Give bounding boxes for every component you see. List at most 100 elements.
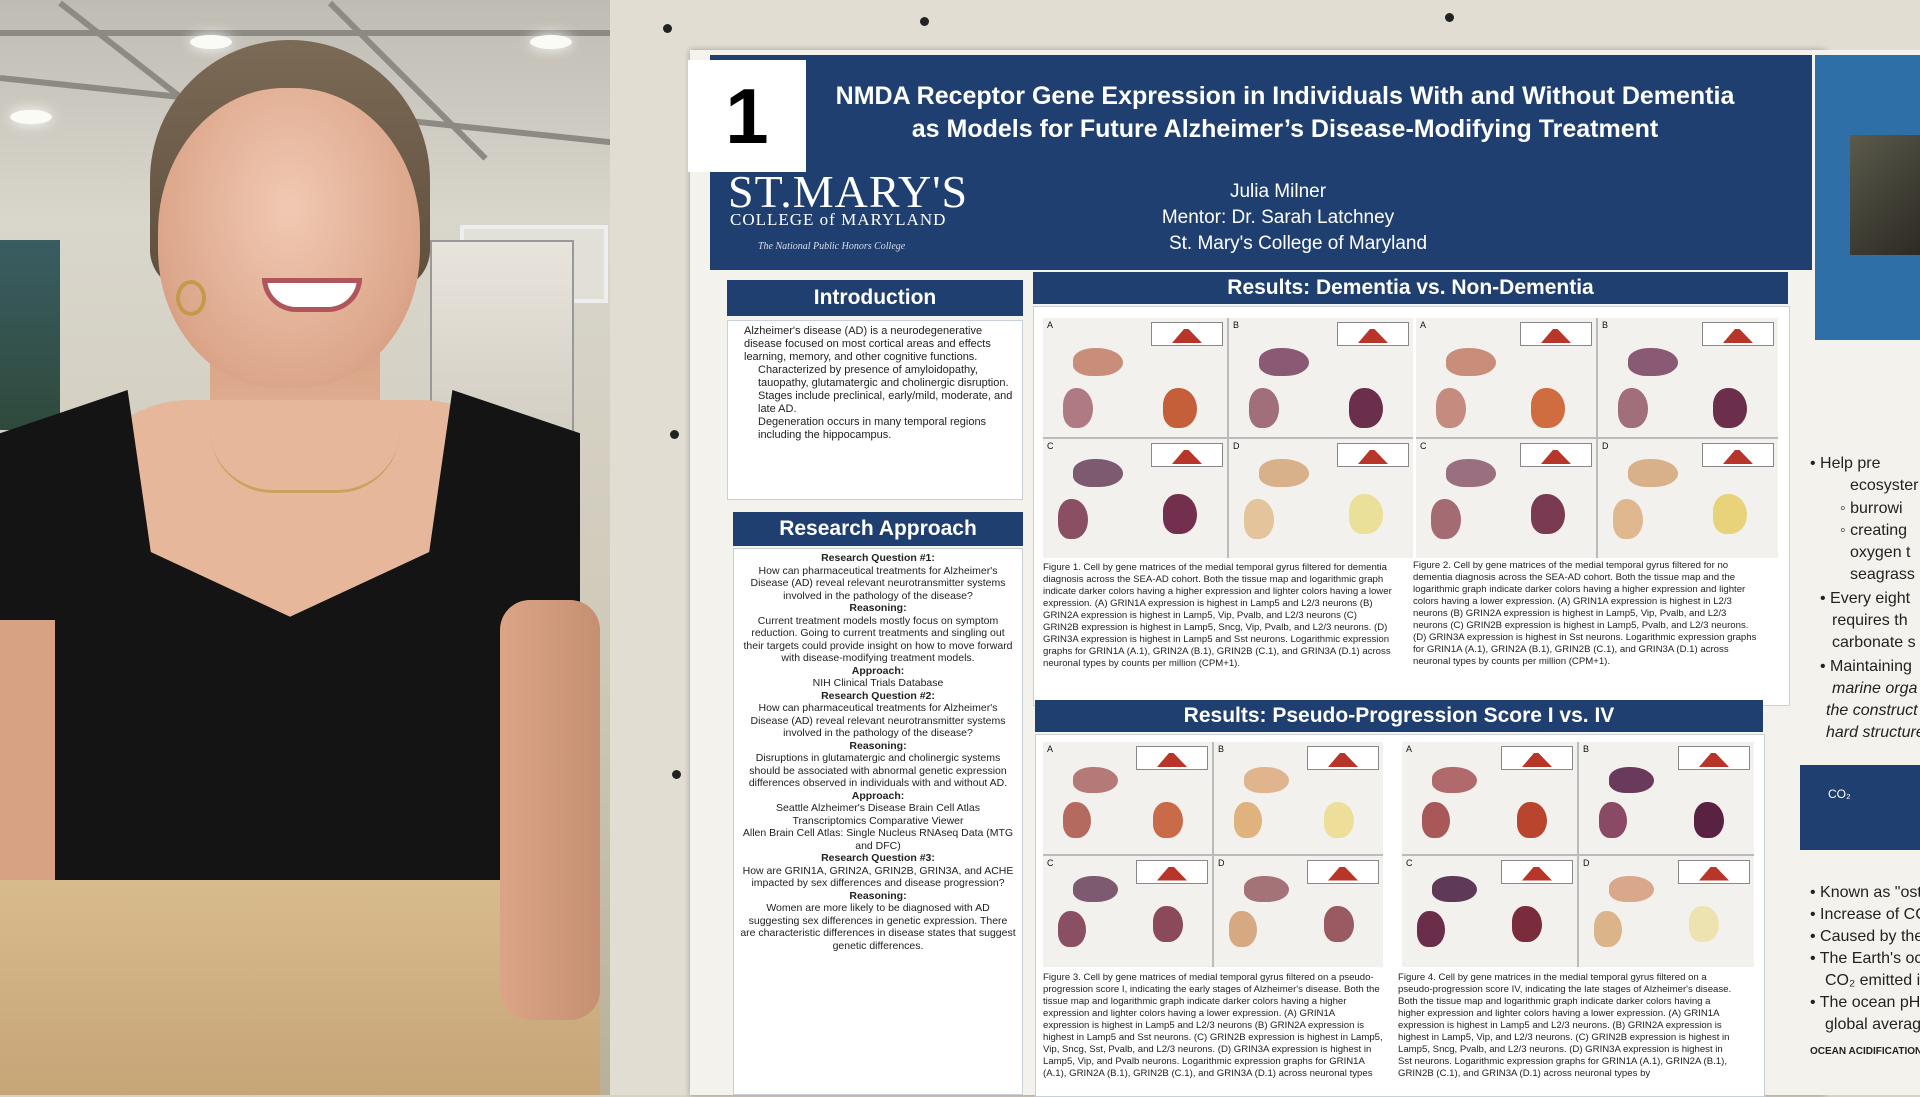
tissue-map-panel: D	[1214, 855, 1383, 967]
neighbor-text: global average	[1825, 1016, 1920, 1033]
neighbor-text: the construct	[1826, 702, 1918, 719]
research-approach-panel: Research Question #1: How can pharmaceut…	[733, 548, 1023, 1095]
tissue-map-panel: D	[1579, 855, 1754, 967]
ceiling-light	[190, 35, 232, 49]
neighbor-poster-graphic: CO₂	[1800, 765, 1920, 850]
push-pin	[670, 430, 679, 439]
person-right-arm	[500, 600, 600, 1020]
college-logo-subtitle: COLLEGE of MARYLAND	[730, 210, 947, 229]
tissue-map-panel: A	[1416, 318, 1596, 437]
neighbor-text: hard structure	[1826, 724, 1920, 741]
neighbor-text: oxygen t	[1850, 544, 1911, 561]
figure-2-matrix: A B C D	[1416, 318, 1778, 558]
neighbor-section-label: OCEAN ACIDIFICATION	[1810, 1046, 1920, 1057]
approach-label: Approach:	[851, 789, 905, 802]
poster-title: NMDA Receptor Gene Expression in Individ…	[800, 80, 1770, 146]
reasoning-text: Current treatment models mostly focus on…	[743, 614, 1013, 665]
figure-1-matrix: A B C D	[1043, 318, 1413, 558]
neighbor-text: • Every eight	[1820, 590, 1911, 607]
tissue-map-panel: B	[1229, 318, 1413, 437]
tissue-map-panel: B	[1579, 742, 1754, 854]
reasoning-text: Disruptions in glutamatergic and choline…	[748, 752, 1008, 789]
neighbor-text: • Known as "ost	[1810, 884, 1920, 901]
neighbor-text: CO₂ emitted in	[1825, 972, 1920, 989]
title-line-2: as Models for Future Alzheimer’s Disease…	[911, 115, 1659, 143]
neighbor-text: carbonate s	[1832, 634, 1916, 651]
ceiling-light	[10, 110, 52, 124]
tissue-map-panel: A	[1402, 742, 1577, 854]
college-logo-tagline: The National Public Honors College	[758, 241, 906, 252]
ceiling-beam	[0, 30, 610, 36]
reasoning-label: Reasoning:	[849, 739, 907, 752]
push-pin	[920, 17, 929, 26]
question-text: How are GRIN1A, GRIN2A, GRIN2B, GRIN3A, …	[742, 864, 1014, 890]
intro-sub-bullet: Stages include preclinical, early/mild, …	[758, 390, 1013, 415]
figure-1-caption: Figure 1. Cell by gene matrices of the m…	[1043, 562, 1392, 669]
neighbor-text: marine orga	[1832, 680, 1918, 697]
results-progression-heading: Results: Pseudo-Progression Score I vs. …	[1035, 700, 1763, 732]
tissue-map-panel: D	[1229, 439, 1413, 558]
neighbor-text: • The Earth's oc	[1810, 950, 1920, 967]
neighbor-text: seagrass	[1850, 566, 1915, 583]
tissue-map-panel: B	[1598, 318, 1778, 437]
reasoning-text: Women are more likely to be diagnosed wi…	[740, 902, 1016, 952]
reasoning-label: Reasoning:	[849, 602, 907, 614]
introduction-heading: Introduction	[727, 280, 1023, 316]
title-line-1: NMDA Receptor Gene Expression in Individ…	[835, 82, 1735, 110]
tissue-map-panel: C	[1043, 439, 1227, 558]
approach-text: NIH Clinical Trials Database	[812, 677, 944, 689]
question-label: Research Question #2:	[821, 689, 935, 702]
neighbor-text: • Increase of CC	[1810, 906, 1920, 923]
push-pin	[1445, 13, 1454, 22]
neighbor-text: • Maintaining	[1820, 658, 1912, 675]
results-dementia-heading: Results: Dementia vs. Non-Dementia	[1033, 272, 1788, 304]
co2-label: CO₂	[1828, 787, 1851, 801]
neighbor-text: • Caused by the	[1810, 928, 1920, 945]
neighbor-text: • The ocean pH	[1810, 994, 1920, 1011]
figure-3-matrix: A B C D	[1043, 742, 1383, 967]
question-text: How can pharmaceutical treatments for Al…	[750, 564, 1006, 602]
tissue-map-panel: D	[1598, 439, 1778, 558]
ceiling-light	[530, 35, 572, 49]
question-text: How can pharmaceutical treatments for Al…	[750, 702, 1006, 739]
neighbor-text: ◦ burrowi	[1840, 500, 1903, 517]
research-approach-heading: Research Approach	[733, 512, 1023, 546]
approach-text: Seattle Alzheimer's Disease Brain Cell A…	[776, 802, 980, 814]
affiliation: St. Mary's College of Maryland	[1168, 233, 1428, 254]
earring	[176, 280, 206, 316]
push-pin	[663, 24, 672, 33]
tissue-map-panel: A	[1043, 742, 1212, 854]
college-logo-wordmark: ST.MARY'S	[728, 166, 969, 217]
tissue-map-panel: C	[1402, 855, 1577, 967]
figure-4-matrix: A B C D	[1402, 742, 1754, 967]
mentor-name: Mentor: Dr. Sarah Latchney	[1161, 207, 1395, 228]
approach-text: Allen Brain Cell Atlas: Single Nucleus R…	[742, 827, 1014, 852]
tissue-map-panel: B	[1214, 742, 1383, 854]
figure-4-caption: Figure 4. Cell by gene matrices in the m…	[1398, 972, 1732, 1079]
figure-2-caption: Figure 2. Cell by gene matrices of the m…	[1413, 560, 1757, 667]
approach-label: Approach:	[851, 664, 905, 677]
intro-bullet: Alzheimer's disease (AD) is a neurodegen…	[744, 325, 991, 363]
tissue-map-panel: C	[1416, 439, 1596, 558]
author-name: Julia Milner	[1229, 181, 1327, 202]
person-face	[158, 88, 420, 388]
intro-sub-bullet: Degeneration occurs in many temporal reg…	[758, 416, 987, 441]
figure-3-caption: Figure 3. Cell by gene matrices of media…	[1043, 972, 1383, 1079]
question-label: Research Question #3:	[821, 852, 935, 864]
approach-text: Transcriptomics Comparative Viewer	[792, 814, 964, 827]
intro-sub-bullet: Characterized by presence of amyloidopat…	[758, 364, 1009, 389]
poster-number-card: 1	[688, 60, 806, 172]
tissue-map-panel: A	[1043, 318, 1227, 437]
neighbor-text: ◦ creating	[1840, 522, 1908, 539]
wall-mural	[0, 240, 60, 430]
neighbor-text: ecosyster	[1850, 477, 1919, 494]
push-pin	[672, 770, 681, 779]
neighbor-poster-photo	[1850, 135, 1920, 255]
reasoning-label: Reasoning:	[849, 889, 907, 902]
question-label: Research Question #1:	[821, 552, 935, 564]
necklace	[210, 430, 400, 493]
introduction-panel: Alzheimer's disease (AD) is a neurodegen…	[727, 320, 1023, 500]
tissue-map-panel: C	[1043, 855, 1212, 967]
poster-header	[710, 55, 1812, 270]
neighbor-text: requires th	[1832, 612, 1908, 629]
